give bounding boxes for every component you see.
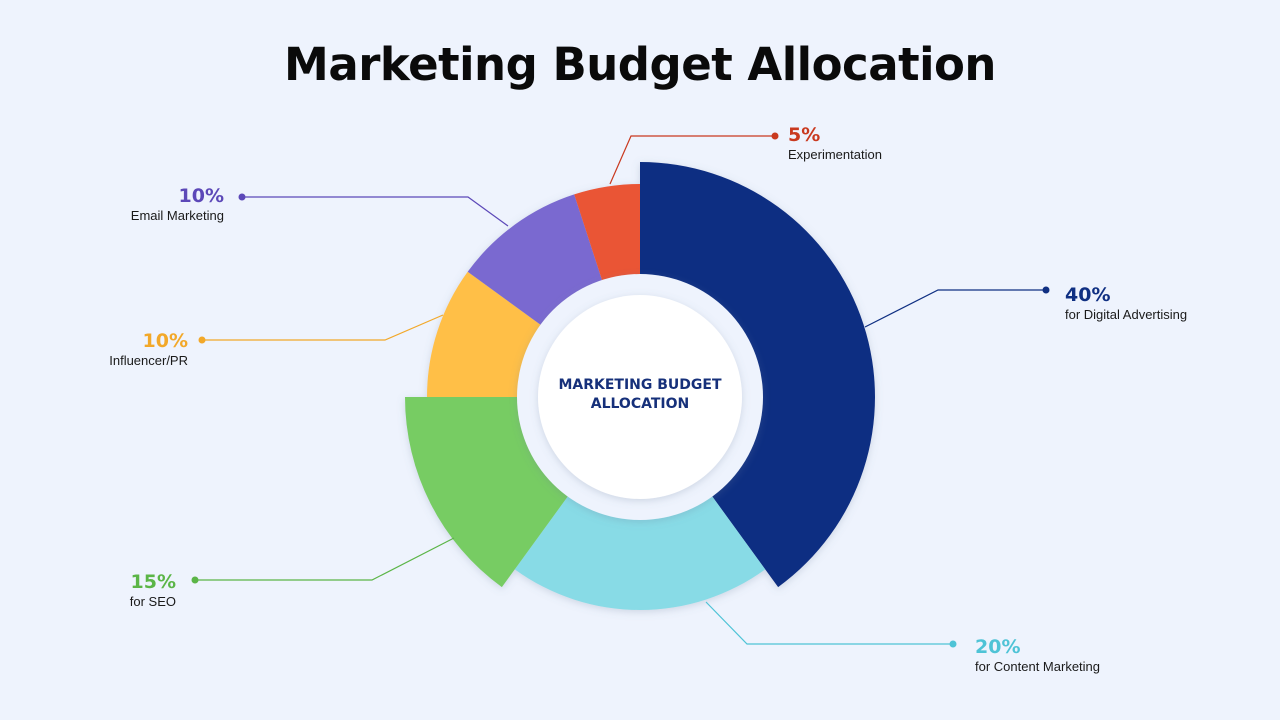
callout-seo: 15% for SEO [76, 571, 176, 610]
callout-pct: 20% [975, 636, 1021, 658]
slice-content-marketing [514, 477, 766, 611]
leader-dot [198, 336, 206, 344]
callout-label: Influencer/PR [109, 353, 188, 368]
leader-line [609, 135, 775, 185]
callout-label: for SEO [129, 594, 176, 609]
leader-line [864, 289, 1046, 328]
leader-line [705, 601, 953, 645]
leader-line [202, 314, 444, 341]
callout-email-marketing: 10% Email Marketing [80, 185, 224, 224]
callout-pct: 5% [788, 124, 821, 146]
callout-influencer-pr: 10% Influencer/PR [60, 330, 188, 369]
callout-label: Experimentation [788, 147, 882, 162]
leader-dot [238, 193, 246, 201]
leader-dot [191, 576, 199, 584]
callout-pct: 10% [142, 330, 188, 352]
leader-dot [1042, 286, 1050, 294]
callout-label: Email Marketing [130, 208, 224, 223]
leader-line [242, 196, 509, 227]
leader-line [195, 537, 455, 581]
leader-dot [949, 640, 957, 648]
callout-pct: 40% [1065, 284, 1111, 306]
center-label: MARKETING BUDGET ALLOCATION [558, 377, 722, 412]
callout-experimentation: 5% Experimentation [788, 124, 882, 163]
callout-label: for Digital Advertising [1065, 307, 1188, 322]
callout-pct: 15% [130, 571, 176, 593]
callout-pct: 10% [178, 185, 224, 207]
page-title: Marketing Budget Allocation [284, 38, 996, 91]
leader-dot [771, 132, 779, 140]
callout-content-marketing: 20% for Content Marketing [975, 636, 1100, 675]
slice-experimentation [574, 184, 640, 302]
callout-digital-advertising: 40% for Digital Advertising [1065, 284, 1187, 323]
center-circle [538, 295, 742, 499]
callout-label: for Content Marketing [975, 659, 1101, 674]
